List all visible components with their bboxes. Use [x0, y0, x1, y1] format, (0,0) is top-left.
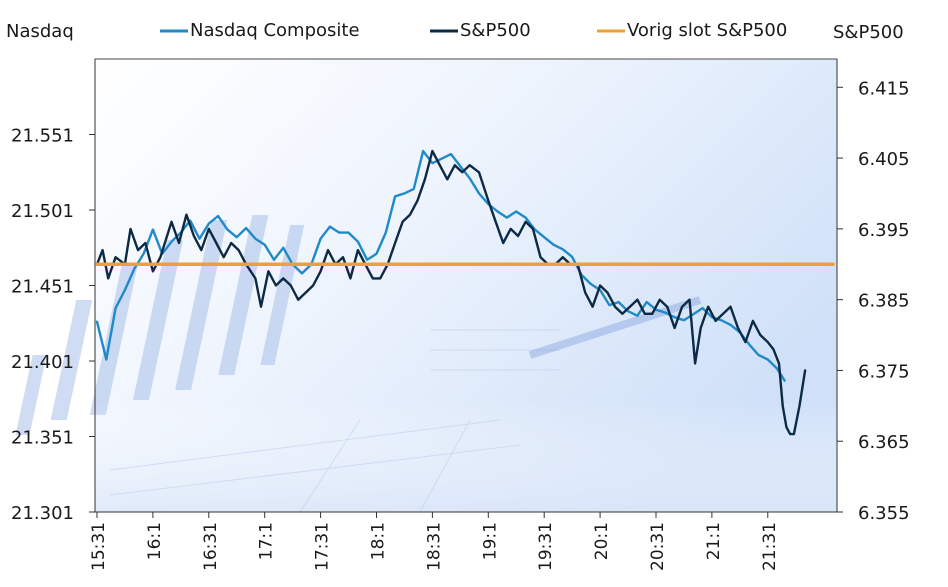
left-y-ticks: 21.301 21.351 21.401 21.451 21.501 21.551: [11, 126, 95, 524]
legend-item-sp500: S&P500: [430, 20, 531, 41]
right-tick-label: 6.415: [858, 78, 910, 99]
right-y-ticks: 6.355 6.365 6.375 6.385 6.395 6.405 6.415: [837, 78, 910, 524]
x-tick-label: 17:1: [257, 522, 277, 560]
left-axis-label: Nasdaq: [6, 21, 74, 42]
x-tick-label: 19:1: [480, 522, 500, 560]
right-tick-label: 6.395: [858, 220, 910, 241]
left-tick-label: 21.501: [11, 201, 74, 222]
legend-item-nasdaq: Nasdaq Composite: [160, 20, 360, 41]
x-tick-label: 16:1: [145, 522, 165, 560]
x-tick-label: 21:31: [760, 522, 780, 571]
left-tick-label: 21.551: [11, 126, 74, 147]
left-tick-label: 21.301: [11, 503, 74, 524]
legend-label-nasdaq: Nasdaq Composite: [190, 20, 360, 41]
right-tick-label: 6.405: [858, 149, 910, 170]
plot-background: [15, 58, 838, 513]
right-tick-label: 6.355: [858, 503, 910, 524]
x-tick-label: 21:1: [704, 522, 724, 560]
series-line-s-p500: [95, 149, 807, 436]
x-tick-label: 17:31: [313, 522, 333, 571]
right-tick-label: 6.385: [858, 291, 910, 312]
x-tick-label: 19:31: [536, 522, 556, 571]
x-tick-label: 15:31: [89, 522, 109, 571]
right-tick-label: 6.365: [858, 432, 910, 453]
x-tick-label: 18:31: [424, 522, 444, 571]
left-tick-label: 21.401: [11, 352, 74, 373]
legend: Nasdaq Composite S&P500 Vorig slot S&P50…: [160, 20, 787, 41]
x-ticks: 15:31 16:1 16:31 17:1 17:31 18:1 18:31 19:1 19:3…: [89, 512, 780, 571]
series-layer: [95, 149, 835, 436]
left-tick-label: 21.351: [11, 428, 74, 449]
x-tick-label: 20:1: [592, 522, 612, 560]
right-tick-label: 6.375: [858, 361, 910, 382]
x-tick-label: 18:1: [368, 522, 388, 560]
legend-item-previous-close: Vorig slot S&P500: [597, 20, 787, 41]
x-tick-label: 20:31: [648, 522, 668, 571]
legend-label-sp500: S&P500: [460, 20, 531, 41]
legend-label-previous-close: Vorig slot S&P500: [627, 20, 787, 41]
right-axis-label: S&P500: [833, 22, 904, 43]
left-tick-label: 21.451: [11, 277, 74, 298]
x-tick-label: 16:31: [201, 522, 221, 571]
